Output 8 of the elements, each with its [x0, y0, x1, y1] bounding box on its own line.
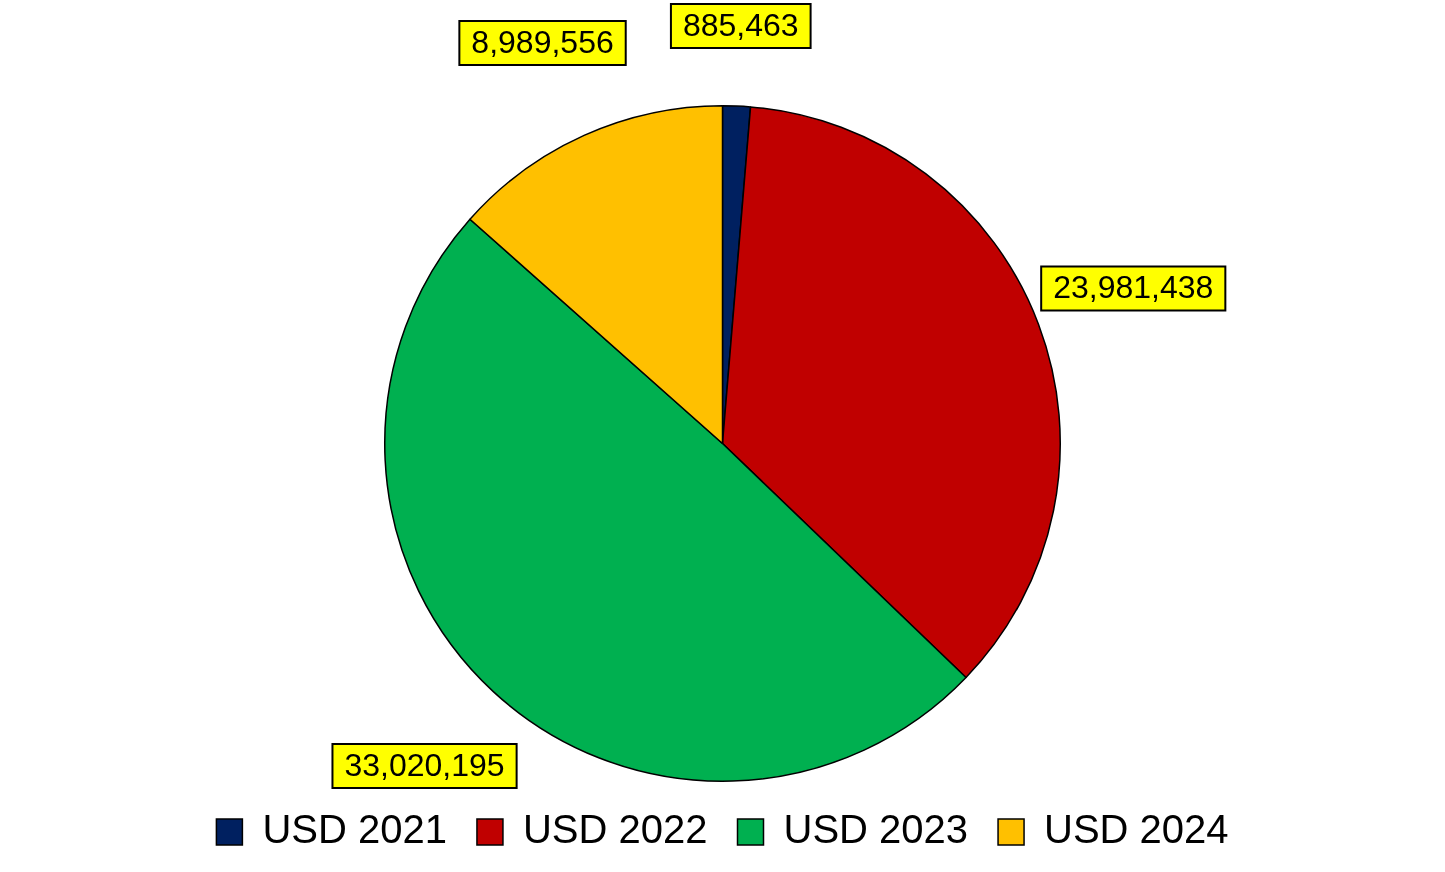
legend-label: USD 2024 [1044, 807, 1229, 852]
data-label: 23,981,438 [1053, 269, 1214, 306]
data-label: 885,463 [682, 6, 799, 43]
data-label: 33,020,195 [344, 746, 505, 783]
legend-label: USD 2021 [262, 807, 447, 852]
data-label: 8,989,556 [471, 23, 614, 60]
legend-label: USD 2023 [783, 807, 969, 852]
legend-label: USD 2022 [522, 807, 708, 852]
